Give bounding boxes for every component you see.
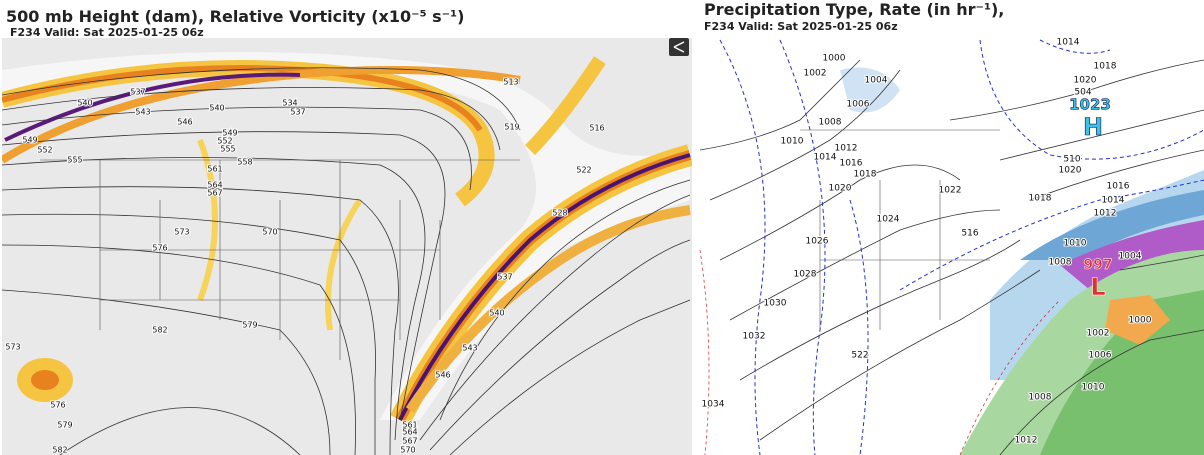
contour-label: 1008 bbox=[1049, 258, 1072, 268]
contour-label: 522 bbox=[576, 166, 591, 175]
contour-label: 1034 bbox=[702, 400, 725, 410]
contour-label: 537 bbox=[130, 88, 145, 97]
contour-label: 1000 bbox=[823, 54, 846, 64]
right-title: Precipitation Type, Rate (in hr⁻¹), bbox=[704, 0, 1004, 19]
vorticity-map bbox=[2, 38, 692, 455]
left-title: 500 mb Height (dam), Relative Vorticity … bbox=[6, 7, 464, 26]
labels: 5375405435465405345375495525555585615645… bbox=[4, 37, 1152, 455]
contour-label: 1024 bbox=[877, 215, 900, 225]
contour-label: 576 bbox=[50, 401, 65, 410]
contour-label: 540 bbox=[77, 99, 92, 108]
contour-label: 1012 bbox=[1094, 209, 1117, 219]
contour-label: 1020 bbox=[1074, 76, 1097, 86]
contour-label: 552 bbox=[37, 146, 52, 155]
contour-label: 1008 bbox=[819, 118, 842, 128]
contour-label: 513 bbox=[503, 78, 518, 87]
contour-label: 528 bbox=[552, 209, 567, 218]
contour-label: 582 bbox=[52, 446, 67, 455]
contour-label: 567 bbox=[402, 437, 417, 446]
contour-label: 1018 bbox=[1029, 194, 1052, 204]
contour-label: 576 bbox=[152, 244, 167, 253]
contour-label: 573 bbox=[5, 343, 20, 352]
contour-label: 540 bbox=[209, 104, 224, 113]
contour-label: 552 bbox=[217, 137, 232, 146]
contour-label: 549 bbox=[22, 136, 37, 145]
contour-label: 510 bbox=[1063, 155, 1080, 165]
right-subtitle: F234 Valid: Sat 2025-01-25 06z bbox=[704, 20, 898, 33]
contour-label: 1014 bbox=[814, 153, 837, 163]
contour-label: 546 bbox=[435, 371, 450, 380]
left-subtitle: F234 Valid: Sat 2025-01-25 06z bbox=[10, 26, 204, 39]
contour-label: 570 bbox=[400, 446, 415, 455]
contour-label: 1020 bbox=[829, 184, 852, 194]
contour-label: 540 bbox=[489, 309, 504, 318]
state-borders bbox=[40, 159, 520, 360]
low-pressure: 997 bbox=[1083, 257, 1112, 273]
contour-label: 522 bbox=[851, 351, 868, 361]
contour-label: 516 bbox=[589, 124, 604, 133]
contour-label: 1010 bbox=[1082, 383, 1105, 393]
contour-label: 558 bbox=[237, 158, 252, 167]
pressure-contours bbox=[699, 39, 1204, 455]
contour-label: 1018 bbox=[854, 170, 877, 180]
contour-label: 534 bbox=[282, 99, 297, 108]
contour-label: 555 bbox=[67, 156, 82, 165]
contour-label: 537 bbox=[497, 273, 512, 282]
contour-label: 1030 bbox=[764, 299, 787, 309]
contour-label: 1014 bbox=[1057, 38, 1080, 48]
contour-label: 1012 bbox=[835, 144, 858, 154]
contour-label: 1022 bbox=[939, 186, 962, 196]
share-icon bbox=[673, 41, 685, 53]
contour-label: 555 bbox=[220, 145, 235, 154]
contour-label: 1004 bbox=[1119, 252, 1142, 262]
contour-label: 1010 bbox=[1064, 239, 1087, 249]
contour-label: 579 bbox=[57, 421, 72, 430]
contour-label: 549 bbox=[222, 129, 237, 138]
precip-map bbox=[698, 38, 1204, 455]
contour-label: 543 bbox=[135, 108, 150, 117]
contour-label: 1006 bbox=[847, 100, 870, 110]
contour-label: 1016 bbox=[1107, 182, 1130, 192]
contour-label: 546 bbox=[177, 118, 192, 127]
contour-label: 519 bbox=[504, 123, 519, 132]
contour-label: 1028 bbox=[794, 270, 817, 280]
contour-label: 1004 bbox=[865, 76, 888, 86]
contour-label: 504 bbox=[1074, 88, 1091, 98]
contour-label: 516 bbox=[961, 229, 978, 239]
high-symbol: H bbox=[1083, 113, 1103, 141]
contour-label: 1006 bbox=[1089, 351, 1112, 361]
contour-label: 564 bbox=[402, 428, 417, 437]
contour-label: 1010 bbox=[781, 137, 804, 147]
share-button[interactable] bbox=[669, 38, 689, 56]
contour-label: 561 bbox=[207, 165, 222, 174]
contour-label: 1016 bbox=[840, 159, 863, 169]
contour-label: 564 bbox=[207, 181, 222, 190]
contour-label: 567 bbox=[207, 189, 222, 198]
contour-label: 1020 bbox=[1059, 166, 1082, 176]
contour-label: 1012 bbox=[1015, 436, 1038, 446]
contour-label: 1002 bbox=[804, 69, 827, 79]
high-pressure: 1023 bbox=[1069, 96, 1111, 114]
height-contours bbox=[2, 67, 691, 455]
contour-label: 1018 bbox=[1094, 62, 1117, 72]
contour-label: 537 bbox=[290, 108, 305, 117]
contour-label: 573 bbox=[174, 228, 189, 237]
contour-label: 582 bbox=[152, 326, 167, 335]
contour-label: 1014 bbox=[1102, 196, 1125, 206]
contour-label: 1032 bbox=[743, 332, 766, 342]
contour-label: 1000 bbox=[1129, 316, 1152, 326]
contour-label: 1008 bbox=[1029, 393, 1052, 403]
contour-label: 543 bbox=[462, 344, 477, 353]
contour-label: 579 bbox=[242, 321, 257, 330]
low-symbol: L bbox=[1090, 273, 1105, 301]
contour-label: 561 bbox=[402, 421, 417, 430]
contour-label: 1002 bbox=[1087, 329, 1110, 339]
contour-label: 570 bbox=[262, 228, 277, 237]
contour-label: 1026 bbox=[806, 237, 829, 247]
